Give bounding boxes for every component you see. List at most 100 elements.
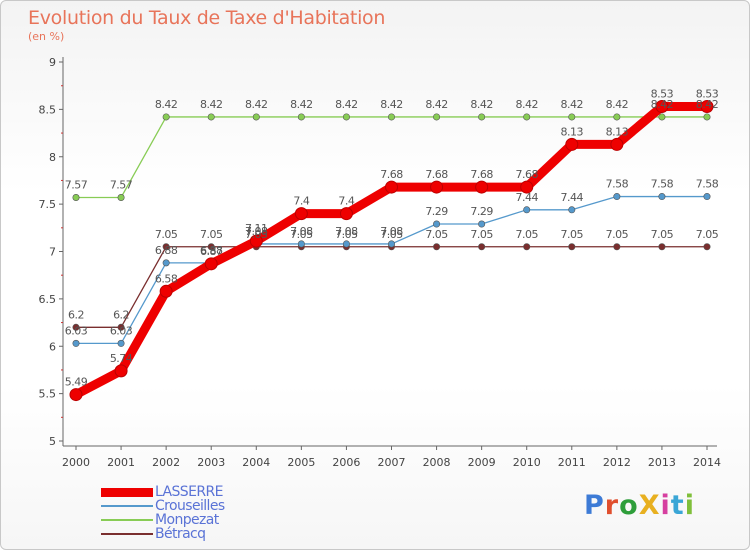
data-label: 6.58	[155, 272, 178, 285]
data-point	[478, 220, 486, 228]
data-label: 7.29	[470, 205, 493, 218]
y-tick-label: 5.5	[39, 388, 57, 401]
data-point	[162, 113, 170, 121]
data-point	[294, 207, 308, 221]
legend-label: Monpezat	[155, 512, 219, 528]
data-point	[655, 100, 669, 114]
legend-label: LASSERRE	[155, 484, 223, 500]
data-label: 6.87	[200, 245, 223, 258]
legend-item: Crouseilles	[101, 499, 301, 513]
x-tick-label: 2013	[648, 456, 676, 469]
data-label: 8.42	[425, 98, 448, 111]
data-point	[568, 206, 576, 214]
data-label: 6.2	[68, 308, 84, 321]
data-label: 6.03	[110, 324, 133, 337]
data-point	[658, 243, 666, 251]
data-label: 8.42	[606, 98, 629, 111]
data-point	[117, 339, 125, 347]
x-tick-label: 2003	[197, 456, 225, 469]
data-point	[658, 113, 666, 121]
data-label: 8.42	[651, 98, 674, 111]
data-point	[339, 207, 353, 221]
legend: LASSERRE Crouseilles Monpezat Bétracq	[101, 485, 301, 541]
legend-label: Crouseilles	[155, 498, 225, 514]
data-point	[520, 180, 534, 194]
data-point	[430, 180, 444, 194]
data-point	[658, 193, 666, 201]
data-label: 7.11	[245, 222, 268, 235]
proxiti-logo: ProXiti	[584, 490, 695, 521]
logo-letter: i	[660, 490, 671, 521]
data-point	[610, 137, 624, 151]
data-label: 7.68	[425, 168, 448, 181]
x-tick-label: 2006	[332, 456, 360, 469]
data-label: 8.42	[290, 98, 313, 111]
data-point	[204, 257, 218, 271]
y-tick-label: 5	[49, 435, 56, 448]
legend-item: LASSERRE	[101, 485, 301, 499]
x-tick-label: 2014	[693, 456, 721, 469]
data-point	[207, 113, 215, 121]
data-label: 7.68	[515, 168, 538, 181]
data-point	[117, 323, 125, 331]
data-point	[523, 243, 531, 251]
data-label: 7.58	[606, 178, 629, 191]
y-tick-label: 8	[49, 151, 56, 164]
data-label: 7.29	[425, 205, 448, 218]
data-label: 7.44	[515, 191, 538, 204]
data-point	[385, 180, 398, 194]
logo-letter: i	[684, 490, 695, 521]
logo-letter: P	[584, 490, 605, 521]
data-point	[613, 193, 621, 201]
x-tick-label: 2007	[378, 456, 406, 469]
y-tick-label: 7	[49, 246, 56, 259]
data-label: 7.58	[696, 178, 719, 191]
data-label: 7.05	[515, 228, 538, 241]
data-point	[433, 243, 441, 251]
y-tick-label: 6.5	[39, 293, 57, 306]
data-point	[433, 220, 441, 228]
data-label: 7.44	[561, 191, 584, 204]
series-line-crouseilles	[75, 195, 708, 345]
data-label: 6.03	[65, 324, 88, 337]
data-label: 8.42	[515, 98, 538, 111]
x-tick-label: 2004	[242, 456, 270, 469]
x-tick-label: 2000	[62, 456, 90, 469]
data-label: 7.05	[155, 228, 178, 241]
data-label: 7.05	[606, 228, 629, 241]
legend-swatch	[101, 533, 153, 535]
data-label: 7.05	[200, 228, 223, 241]
x-tick-label: 2010	[513, 456, 541, 469]
data-label: 7.08	[245, 225, 268, 238]
data-label: 7.05	[561, 228, 584, 241]
data-label: 7.05	[290, 228, 313, 241]
legend-swatch	[101, 519, 153, 521]
data-label: 7.05	[380, 228, 403, 241]
legend-item: Monpezat	[101, 513, 301, 527]
data-label: 8.42	[696, 98, 719, 111]
data-point	[703, 113, 711, 121]
data-point	[565, 137, 579, 151]
data-point	[162, 259, 170, 267]
data-point	[568, 243, 576, 251]
data-label: 7.08	[335, 225, 358, 238]
data-point	[297, 240, 305, 248]
x-tick-label: 2011	[558, 456, 586, 469]
data-label: 8.42	[561, 98, 584, 111]
legend-swatch	[101, 487, 153, 497]
data-label: 7.08	[290, 225, 313, 238]
data-label: 5.74	[110, 352, 133, 365]
data-point	[523, 113, 531, 121]
data-label: 7.05	[335, 228, 358, 241]
legend-swatch	[101, 505, 153, 507]
data-point	[252, 113, 260, 121]
data-point	[162, 243, 170, 251]
data-point	[700, 100, 714, 114]
x-tick-label: 2001	[107, 456, 135, 469]
data-label: 7.05	[696, 228, 719, 241]
data-point	[342, 113, 350, 121]
data-label: 7.57	[110, 178, 133, 191]
data-point	[613, 113, 621, 121]
